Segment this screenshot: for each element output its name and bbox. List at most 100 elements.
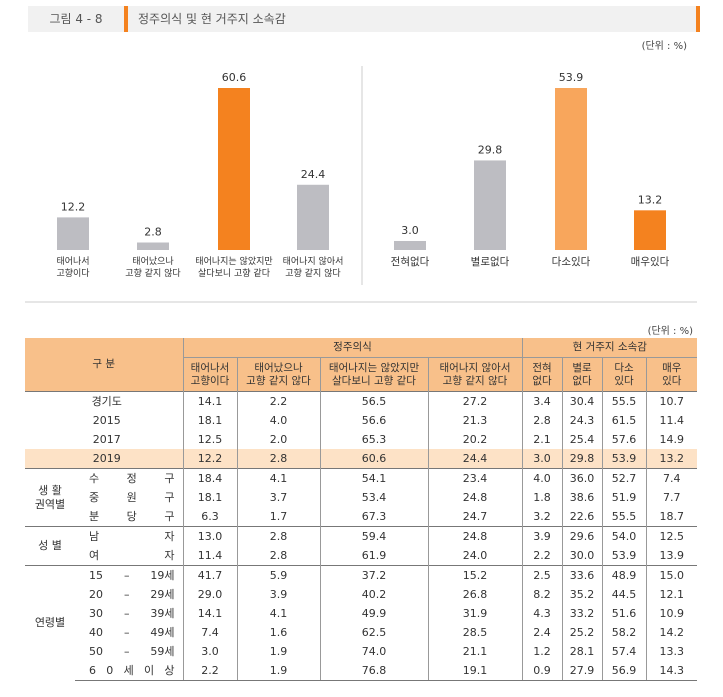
cell: 61.5 (601, 411, 646, 430)
cell: 21.3 (427, 411, 522, 430)
cell: 24.3 (561, 411, 602, 430)
cell: 44.5 (601, 585, 646, 604)
table-row: 30 – 39세 14.1 4.1 49.9 31.9 4.3 33.2 51.6 10.9 (25, 604, 697, 623)
value-label: 24.4 (301, 168, 326, 181)
cell: 2.8 (236, 449, 320, 469)
cell: 12.5 (645, 526, 697, 546)
column-header: 매우 있다 (645, 357, 697, 392)
cell: 41.7 (182, 565, 237, 585)
cell: 1.2 (521, 642, 562, 661)
row-label: 40 – 49세 (89, 626, 175, 639)
value-label: 12.2 (61, 200, 86, 213)
cell: 58.2 (601, 623, 646, 642)
table-row: 2017 12.5 2.0 65.3 20.2 2.1 25.4 57.6 14.9 (25, 430, 697, 449)
cell: 18.1 (182, 488, 237, 507)
cell: 27.2 (427, 391, 522, 411)
cell: 1.8 (521, 488, 562, 507)
cell: 2.2 (182, 661, 237, 681)
column-header: 다소 있다 (601, 357, 646, 392)
table-row: 2019 12.2 2.8 60.6 24.4 3.0 29.8 53.9 13.2 (25, 449, 697, 469)
cell: 2.2 (521, 546, 562, 566)
cell: 24.7 (427, 507, 522, 527)
cell: 1.9 (236, 661, 320, 681)
cell: 3.2 (521, 507, 562, 527)
bar (474, 160, 506, 250)
cell: 27.9 (561, 661, 602, 681)
cell: 31.9 (427, 604, 522, 623)
cell: 7.7 (645, 488, 697, 507)
cell: 7.4 (645, 468, 697, 488)
cell: 24.8 (427, 526, 522, 546)
bar (394, 240, 426, 250)
value-label: 3.0 (401, 224, 419, 237)
cell: 4.1 (236, 604, 320, 623)
cell: 62.5 (319, 623, 428, 642)
category-label: 다소있다 (551, 256, 591, 268)
cell: 18.4 (182, 468, 237, 488)
cell: 65.3 (319, 430, 428, 449)
table-row: 분 당 구 6.3 1.7 67.3 24.7 3.2 22.6 55.5 18.7 (25, 507, 697, 527)
cell: 22.6 (561, 507, 602, 527)
header-row: 구 분 정주의식 현 거주지 소속감 (25, 338, 697, 392)
value-label: 53.9 (559, 71, 584, 84)
value-label: 13.2 (638, 193, 663, 206)
cell: 2.8 (236, 546, 320, 566)
cell: 2.8 (236, 526, 320, 546)
cell: 1.7 (236, 507, 320, 527)
table-row: 생 활 권역별 수 정 구 18.4 4.1 54.1 23.4 4.0 36.0 52.7 7.… (25, 468, 697, 527)
bar (297, 184, 329, 250)
group-label: 연령별 (25, 565, 75, 681)
charts: 12.2 2.8 60.6 24.4 3.0 29.8 53.9 13.2 (25, 66, 697, 303)
row-label: 20 – 29세 (89, 588, 175, 601)
cell: 19.1 (427, 661, 522, 681)
cell: 4.1 (236, 468, 320, 488)
column-header: 태어나지는 않았지만 살다보니 고향 같다 (319, 357, 428, 392)
cell: 28.5 (427, 623, 522, 642)
cell: 53.9 (601, 449, 646, 469)
cell: 61.9 (319, 546, 428, 566)
cell: 14.1 (182, 604, 237, 623)
cell: 20.2 (427, 430, 522, 449)
cell: 55.5 (601, 391, 646, 411)
cell: 13.2 (645, 449, 697, 469)
cell: 14.9 (645, 430, 697, 449)
cell: 11.4 (182, 546, 237, 566)
bar (137, 242, 169, 250)
cell: 14.3 (645, 661, 697, 681)
cell: 28.1 (561, 642, 602, 661)
table-unit: (단위 : %) (647, 326, 693, 337)
cell: 59.4 (319, 526, 428, 546)
cell: 4.0 (236, 411, 320, 430)
cell: 29.6 (561, 526, 602, 546)
cell: 30.4 (561, 391, 602, 411)
cell: 12.5 (182, 430, 237, 449)
cell: 24.0 (427, 546, 522, 566)
row-label: 경기도 (25, 391, 183, 411)
cell: 26.8 (427, 585, 522, 604)
cell: 33.2 (561, 604, 602, 623)
cell: 48.9 (601, 565, 646, 585)
category-label: 매우있다 (630, 256, 670, 268)
cell: 12.1 (645, 585, 697, 604)
cell: 4.3 (521, 604, 562, 623)
cell: 60.6 (319, 449, 428, 469)
cell: 21.1 (427, 642, 522, 661)
corner: 구 분 (25, 338, 183, 392)
cell: 38.6 (561, 488, 602, 507)
column-header: 전혀 없다 (521, 357, 562, 392)
cell: 8.2 (521, 585, 562, 604)
column-group: 정주의식 (182, 338, 522, 358)
header-row: 태어나서 고향이다 태어났으나 고향 같지 않다 태어나지는 않았지만 살다보니 고… (25, 357, 697, 392)
row-label: 2017 (92, 433, 121, 446)
group-label: 성 별 (25, 526, 75, 566)
category-label: 태어나서 고향이다 (56, 257, 90, 279)
figure-title: 정주의식 및 현 거주지 소속감 (138, 12, 286, 26)
cell: 6.3 (182, 507, 237, 527)
cell: 49.9 (319, 604, 428, 623)
cell: 1.9 (236, 642, 320, 661)
cell: 29.0 (182, 585, 237, 604)
cell: 40.2 (319, 585, 428, 604)
table-row: 20 – 29세 29.0 3.9 40.2 26.8 8.2 35.2 44.5 12.1 (25, 585, 697, 604)
